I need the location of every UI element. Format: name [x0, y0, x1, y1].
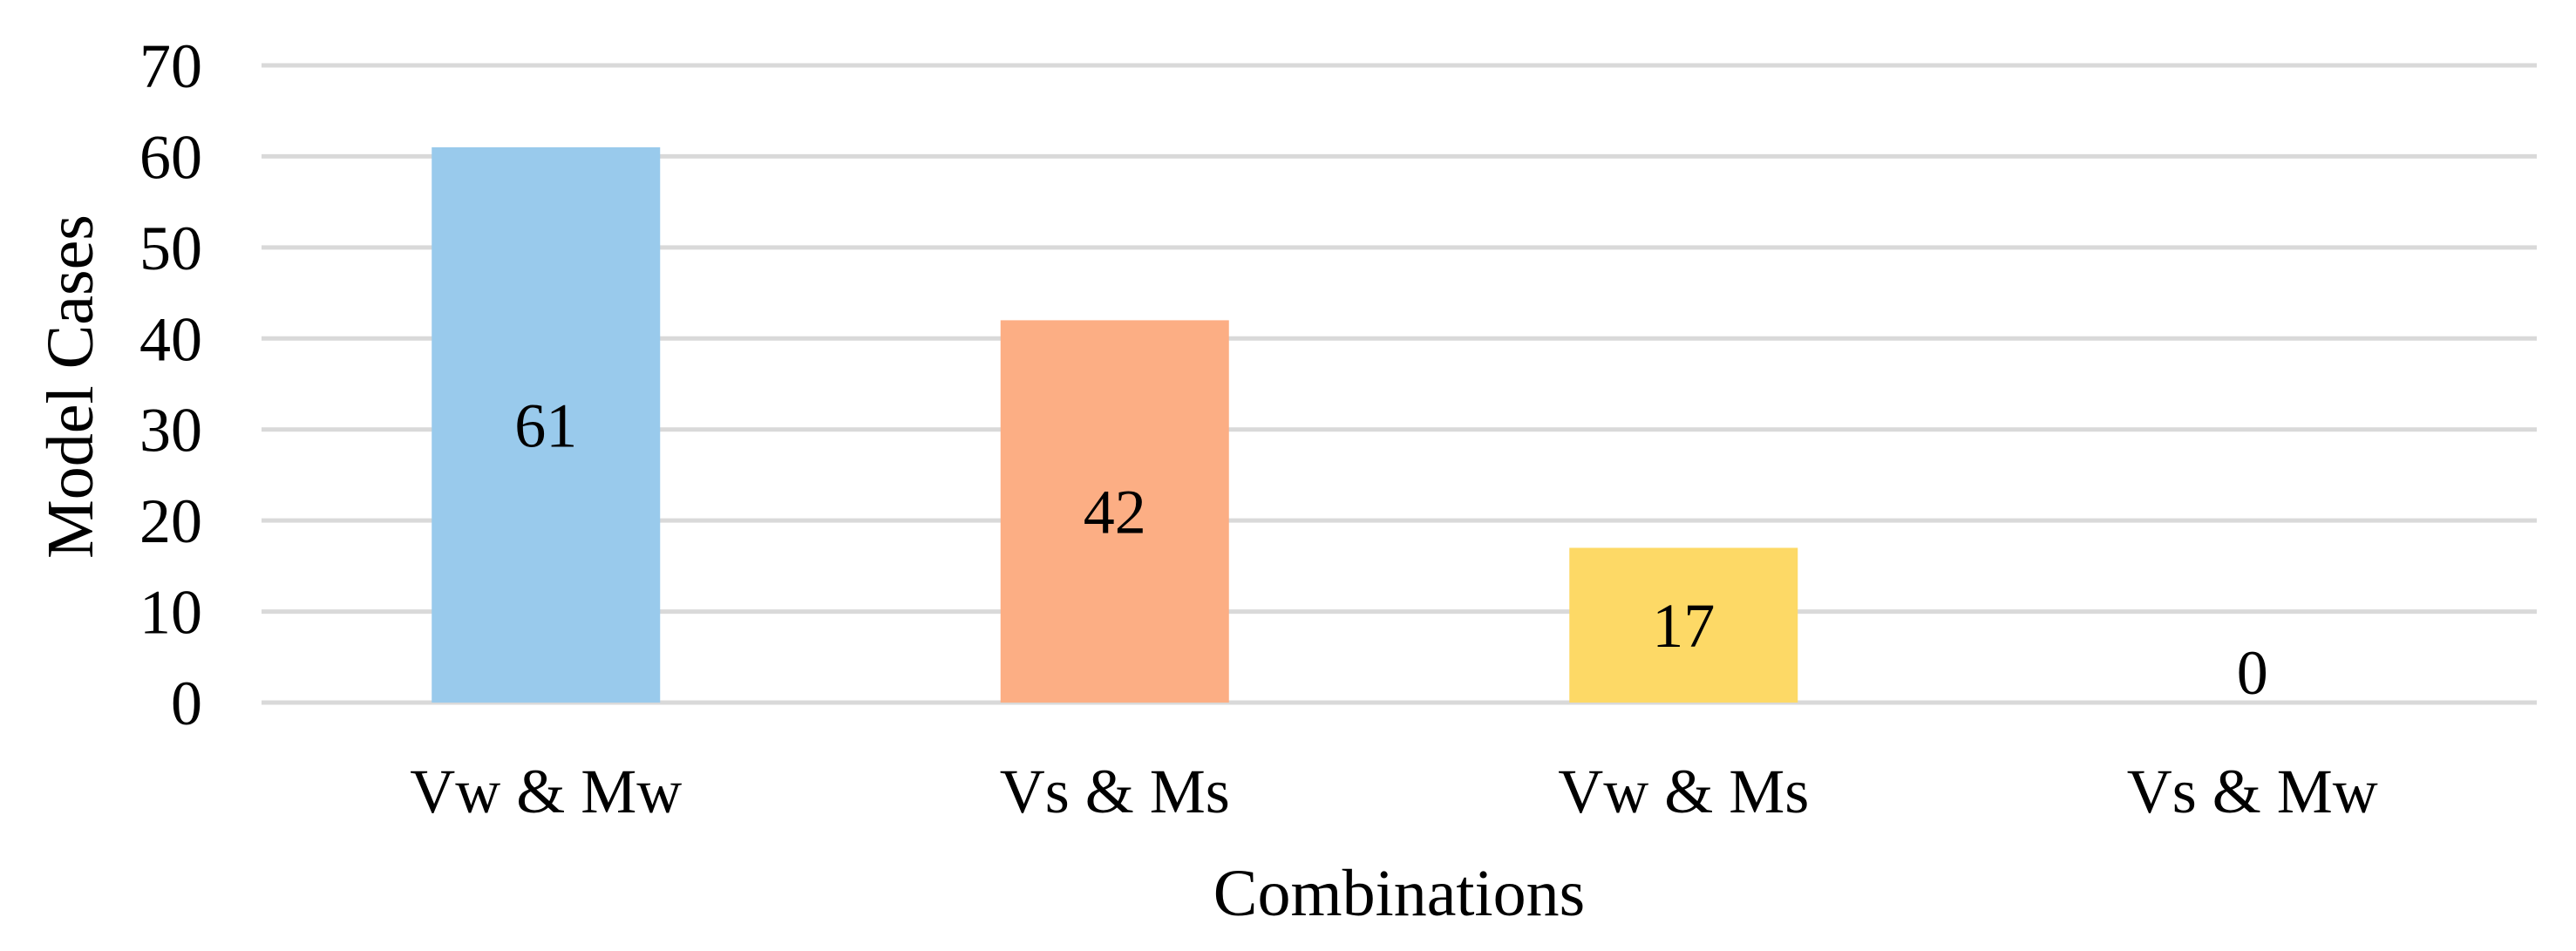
- data-label-3: 17: [1652, 591, 1715, 661]
- data-labels: 61 42 17 0: [514, 391, 2268, 708]
- y-tick-label-0: 0: [171, 669, 202, 738]
- y-tick-label-30: 30: [139, 396, 202, 465]
- y-tick-label-10: 10: [139, 578, 202, 648]
- y-tick-label-70: 70: [139, 31, 202, 101]
- data-label-2: 42: [1084, 478, 1146, 547]
- y-tick-label-50: 50: [139, 214, 202, 283]
- x-category-label-4: Vs & Mw: [2127, 757, 2378, 826]
- y-axis-ticks: 0 10 20 30 40 50 60 70: [139, 31, 202, 738]
- y-tick-label-40: 40: [139, 304, 202, 374]
- x-category-label-3: Vw & Ms: [1558, 757, 1809, 826]
- y-tick-label-60: 60: [139, 122, 202, 192]
- y-tick-label-20: 20: [139, 486, 202, 556]
- x-axis-title: Combinations: [1213, 857, 1585, 930]
- data-label-4: 0: [2237, 638, 2268, 708]
- y-axis-title: Model Cases: [34, 214, 107, 559]
- x-axis-category-labels: Vw & Mw Vs & Ms Vw & Ms Vs & Mw: [410, 757, 2378, 826]
- x-category-label-1: Vw & Mw: [410, 757, 682, 826]
- bar-2: [1000, 320, 1229, 703]
- bars: [432, 146, 1798, 703]
- bar-3: [1569, 547, 1798, 703]
- bar-1: [432, 146, 661, 703]
- data-label-1: 61: [514, 391, 577, 460]
- x-category-label-2: Vs & Ms: [1000, 757, 1230, 826]
